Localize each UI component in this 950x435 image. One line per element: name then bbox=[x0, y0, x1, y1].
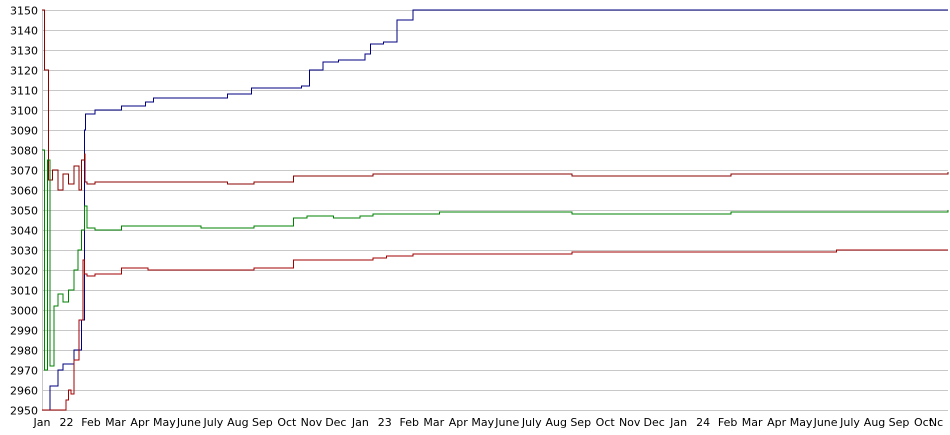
y-tick-label: 2960 bbox=[10, 385, 38, 398]
y-tick-label: 3100 bbox=[10, 105, 38, 118]
x-tick-label: Aug bbox=[227, 416, 248, 429]
y-tick-label: 3110 bbox=[10, 85, 38, 98]
x-tick-label: Nc bbox=[929, 416, 943, 429]
x-tick-label: Sep bbox=[570, 416, 591, 429]
y-tick-label: 3060 bbox=[10, 185, 38, 198]
series-line-1 bbox=[42, 9, 948, 411]
gridlines bbox=[42, 10, 948, 411]
y-tick-label: 2970 bbox=[10, 365, 38, 378]
x-axis-tick-labels: Jan 22 Feb Mar Apr May June July Aug Sep Oct Nov Dec… bbox=[33, 416, 944, 429]
y-tick-label: 3090 bbox=[10, 125, 38, 138]
x-tick-label: Mar bbox=[105, 416, 126, 429]
series-line-2 bbox=[42, 9, 949, 191]
x-tick-label: Sep bbox=[252, 416, 273, 429]
y-tick-label: 3080 bbox=[10, 145, 38, 158]
x-tick-label: Aug bbox=[864, 416, 885, 429]
x-tick-label: Oct bbox=[914, 416, 934, 429]
y-tick-label: 3120 bbox=[10, 65, 38, 78]
x-tick-label: July bbox=[203, 416, 224, 429]
x-tick-label: 22 bbox=[59, 416, 73, 429]
series-lines bbox=[42, 9, 949, 411]
x-tick-label: Jan bbox=[669, 416, 687, 429]
x-tick-label: May bbox=[790, 416, 813, 429]
x-tick-label: Feb bbox=[81, 416, 100, 429]
x-tick-label: Dec bbox=[644, 416, 665, 429]
x-tick-label: Dec bbox=[325, 416, 346, 429]
x-tick-label: May bbox=[153, 416, 176, 429]
x-tick-label: June bbox=[494, 416, 519, 429]
x-tick-label: Nov bbox=[301, 416, 323, 429]
x-tick-label: Mar bbox=[423, 416, 444, 429]
x-tick-label: Nov bbox=[619, 416, 641, 429]
y-tick-label: 3030 bbox=[10, 245, 38, 258]
y-tick-label: 3130 bbox=[10, 45, 38, 58]
x-tick-label: July bbox=[521, 416, 542, 429]
x-tick-label: May bbox=[471, 416, 494, 429]
x-tick-label: Aug bbox=[545, 416, 566, 429]
x-tick-label: Oct bbox=[596, 416, 616, 429]
x-tick-label: 23 bbox=[378, 416, 392, 429]
y-tick-label: 2950 bbox=[10, 405, 38, 418]
y-tick-label: 3040 bbox=[10, 225, 38, 238]
y-tick-label: 3140 bbox=[10, 25, 38, 38]
x-tick-label: Apr bbox=[130, 416, 150, 429]
y-axis-tick-labels: 2950 2960 2970 2980 2990 3000 3010 3020 3030 3040… bbox=[10, 5, 38, 418]
x-tick-label: Apr bbox=[449, 416, 469, 429]
x-tick-label: 24 bbox=[696, 416, 710, 429]
y-tick-label: 3020 bbox=[10, 265, 38, 278]
series-line-3 bbox=[42, 149, 949, 371]
y-tick-label: 3150 bbox=[10, 5, 38, 18]
x-tick-label: Feb bbox=[718, 416, 737, 429]
y-tick-label: 3070 bbox=[10, 165, 38, 178]
series-line-4 bbox=[42, 249, 948, 411]
y-tick-label: 2980 bbox=[10, 345, 38, 358]
x-tick-label: Feb bbox=[400, 416, 419, 429]
x-tick-label: Apr bbox=[767, 416, 787, 429]
x-tick-label: June bbox=[813, 416, 838, 429]
x-tick-label: Oct bbox=[277, 416, 297, 429]
y-tick-label: 2990 bbox=[10, 325, 38, 338]
y-tick-label: 3050 bbox=[10, 205, 38, 218]
y-tick-label: 3000 bbox=[10, 305, 38, 318]
x-tick-label: June bbox=[176, 416, 201, 429]
x-tick-label: July bbox=[839, 416, 860, 429]
x-tick-label: Mar bbox=[742, 416, 763, 429]
x-tick-label: Jan bbox=[33, 416, 51, 429]
x-tick-label: Sep bbox=[889, 416, 910, 429]
y-tick-label: 3010 bbox=[10, 285, 38, 298]
x-tick-label: Jan bbox=[351, 416, 369, 429]
